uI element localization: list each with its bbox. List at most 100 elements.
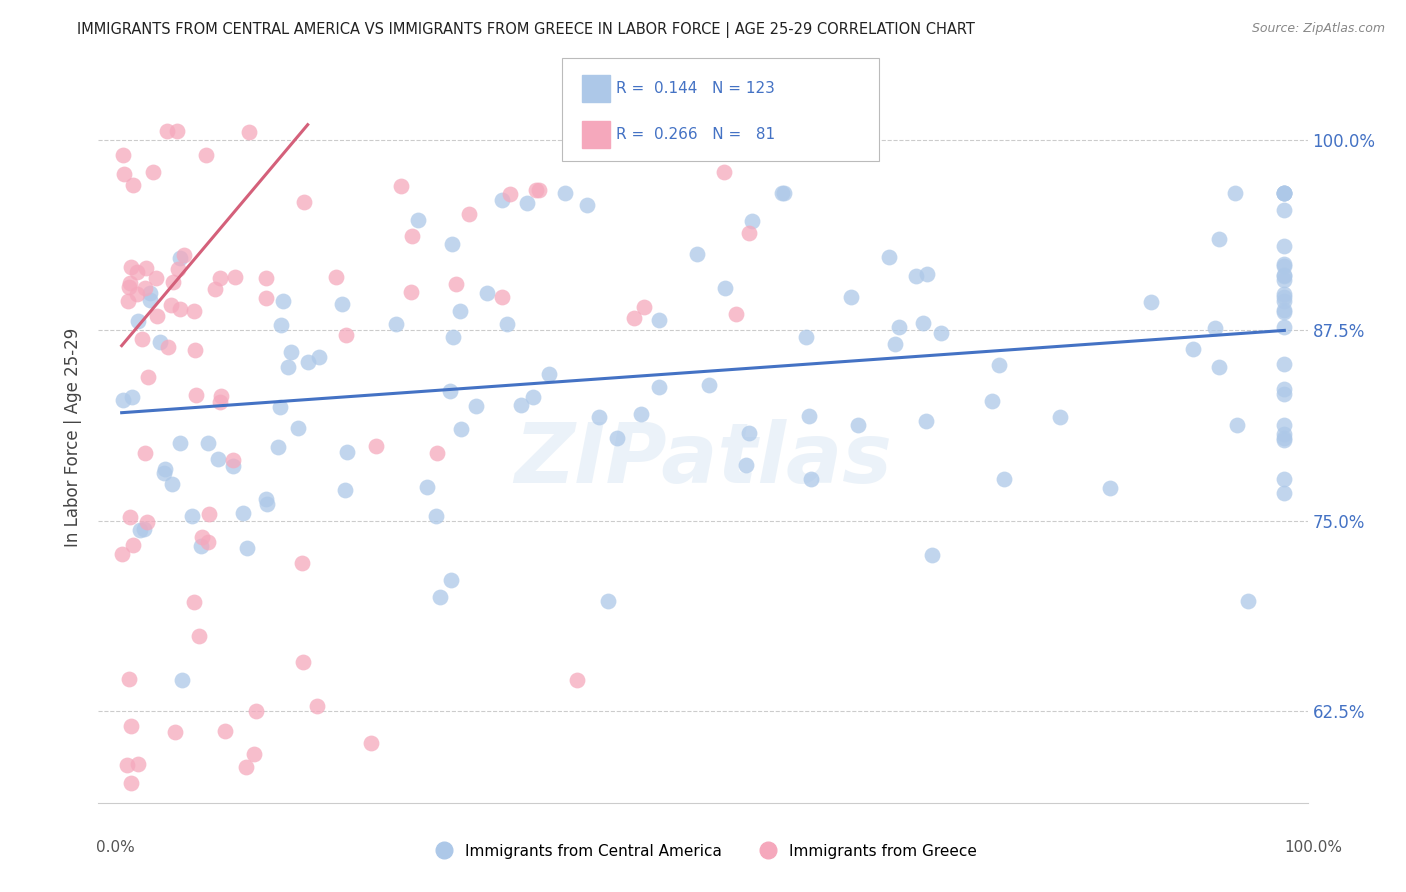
Point xyxy=(1272,382,1295,396)
Point xyxy=(162,276,184,290)
Point xyxy=(440,573,463,587)
Point xyxy=(118,276,141,290)
Point xyxy=(697,377,720,392)
Point xyxy=(292,194,315,209)
Point xyxy=(138,293,160,307)
Point xyxy=(165,725,187,739)
Point xyxy=(115,758,138,772)
Point xyxy=(135,260,157,275)
Point xyxy=(980,393,1002,408)
Point xyxy=(360,736,382,750)
Point xyxy=(120,260,142,275)
Point xyxy=(554,186,576,201)
Point xyxy=(136,516,159,530)
Point xyxy=(515,195,537,210)
Point xyxy=(1272,432,1295,446)
Point xyxy=(1272,358,1295,372)
Point xyxy=(160,477,183,491)
Point xyxy=(187,630,209,644)
Point xyxy=(491,193,513,207)
Point xyxy=(1272,290,1295,304)
Point xyxy=(773,186,796,201)
Point xyxy=(198,508,221,522)
Point xyxy=(915,414,938,428)
Point xyxy=(839,290,862,304)
Point xyxy=(139,286,162,301)
Point xyxy=(181,508,204,523)
Point xyxy=(912,317,935,331)
Point xyxy=(538,367,561,381)
Point xyxy=(156,124,179,138)
Point xyxy=(737,426,759,441)
Point xyxy=(222,459,245,474)
Point xyxy=(114,167,136,181)
Text: ZIPatlas: ZIPatlas xyxy=(515,418,891,500)
Point xyxy=(1182,342,1205,356)
Point xyxy=(441,236,464,251)
Point xyxy=(120,510,142,524)
Point xyxy=(166,124,188,138)
Point xyxy=(191,530,214,544)
Point xyxy=(236,541,259,555)
Text: R =  0.266   N =   81: R = 0.266 N = 81 xyxy=(616,128,775,142)
Point xyxy=(522,390,544,404)
Point xyxy=(1272,472,1295,486)
Point xyxy=(232,506,254,520)
Point xyxy=(197,436,219,450)
Point xyxy=(291,655,314,669)
Point xyxy=(121,390,143,404)
Point xyxy=(1237,594,1260,608)
Point xyxy=(993,472,1015,486)
Point xyxy=(713,280,735,294)
Point xyxy=(457,207,479,221)
Point xyxy=(190,539,212,553)
Point xyxy=(222,453,245,467)
Point xyxy=(1272,239,1295,253)
Legend: Immigrants from Central America, Immigrants from Greece: Immigrants from Central America, Immigra… xyxy=(423,838,983,864)
Point xyxy=(496,318,519,332)
Point xyxy=(464,399,486,413)
Point xyxy=(408,212,430,227)
Point xyxy=(134,446,156,460)
Point xyxy=(1223,186,1246,201)
Point xyxy=(111,547,134,561)
Point xyxy=(112,393,135,408)
Point xyxy=(209,389,232,403)
Point xyxy=(256,497,278,511)
Point xyxy=(1272,259,1295,273)
Point xyxy=(1272,186,1295,201)
Point xyxy=(127,757,149,772)
Point xyxy=(877,250,900,264)
Point xyxy=(1140,294,1163,309)
Point xyxy=(647,380,669,394)
Point xyxy=(297,355,319,369)
Point xyxy=(280,345,302,359)
Point xyxy=(169,302,191,317)
Text: 100.0%: 100.0% xyxy=(1285,840,1343,855)
Point xyxy=(988,358,1011,372)
Point xyxy=(254,491,277,506)
Point xyxy=(122,178,145,192)
Point xyxy=(160,298,183,312)
Point xyxy=(127,265,149,279)
Point xyxy=(149,334,172,349)
Point xyxy=(131,332,153,346)
Point xyxy=(846,418,869,433)
Point xyxy=(208,271,231,285)
Point xyxy=(287,421,309,435)
Text: 0.0%: 0.0% xyxy=(96,840,135,855)
Point xyxy=(889,320,911,334)
Point xyxy=(1272,426,1295,441)
Point xyxy=(152,466,174,480)
Point xyxy=(477,285,499,300)
Point xyxy=(630,407,652,421)
Point xyxy=(118,280,141,294)
Point xyxy=(1272,294,1295,309)
Text: R =  0.144   N = 123: R = 0.144 N = 123 xyxy=(616,81,775,95)
Point xyxy=(1098,481,1121,495)
Point xyxy=(770,186,793,201)
Point xyxy=(883,337,905,351)
Point xyxy=(169,251,191,265)
Text: IMMIGRANTS FROM CENTRAL AMERICA VS IMMIGRANTS FROM GREECE IN LABOR FORCE | AGE 2: IMMIGRANTS FROM CENTRAL AMERICA VS IMMIG… xyxy=(77,22,976,38)
Point xyxy=(929,326,952,340)
